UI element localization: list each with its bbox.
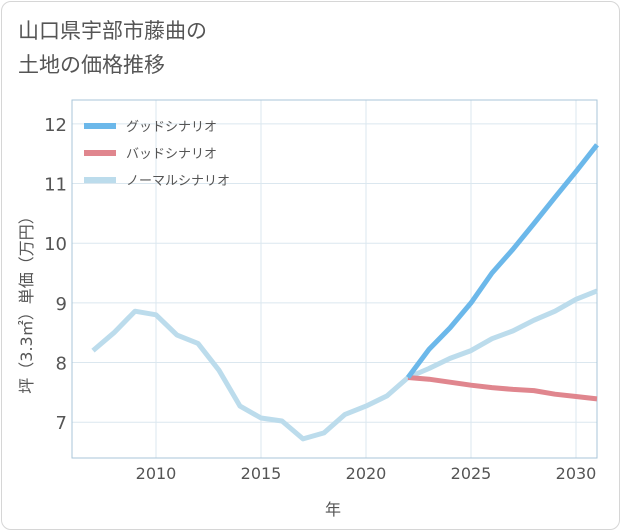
plot-border	[71, 99, 598, 459]
legend-label: バッドシナリオ	[126, 147, 217, 162]
y-tick-label: 12	[44, 115, 67, 136]
grid	[72, 100, 597, 458]
y-tick-label: 10	[44, 234, 67, 255]
y-tick-label: 8	[56, 354, 67, 375]
x-tick-label: 2030	[556, 464, 597, 483]
y-tick-labels: 7 8 9 10 11 12	[44, 115, 67, 434]
legend-label: ノーマルシナリオ	[126, 174, 230, 189]
chart-title-line-1: 山口県宇部市藤曲の	[18, 19, 207, 43]
series-line-3	[91, 288, 598, 442]
chart-title-line-2: 土地の価格推移	[18, 53, 165, 77]
y-tick-label: 7	[56, 413, 67, 434]
x-tick-labels: 2010 2015 2020 2025 2030	[136, 464, 597, 483]
legend-label: グッドシナリオ	[126, 120, 217, 135]
x-tick-label: 2010	[136, 464, 177, 483]
y-axis-label: 坪（3.3㎡）単価（万円）	[17, 208, 36, 393]
series-layer	[91, 143, 599, 442]
series-line-2	[407, 375, 598, 402]
chart-title: 山口県宇部市藤曲の 土地の価格推移	[18, 14, 207, 82]
series-line-1	[405, 143, 599, 379]
y-tick-label: 9	[56, 294, 67, 315]
x-tick-label: 2015	[241, 464, 282, 483]
x-tick-label: 2025	[451, 464, 492, 483]
x-axis-label: 年	[325, 500, 341, 519]
y-tick-label: 11	[44, 175, 67, 196]
x-tick-label: 2020	[346, 464, 387, 483]
